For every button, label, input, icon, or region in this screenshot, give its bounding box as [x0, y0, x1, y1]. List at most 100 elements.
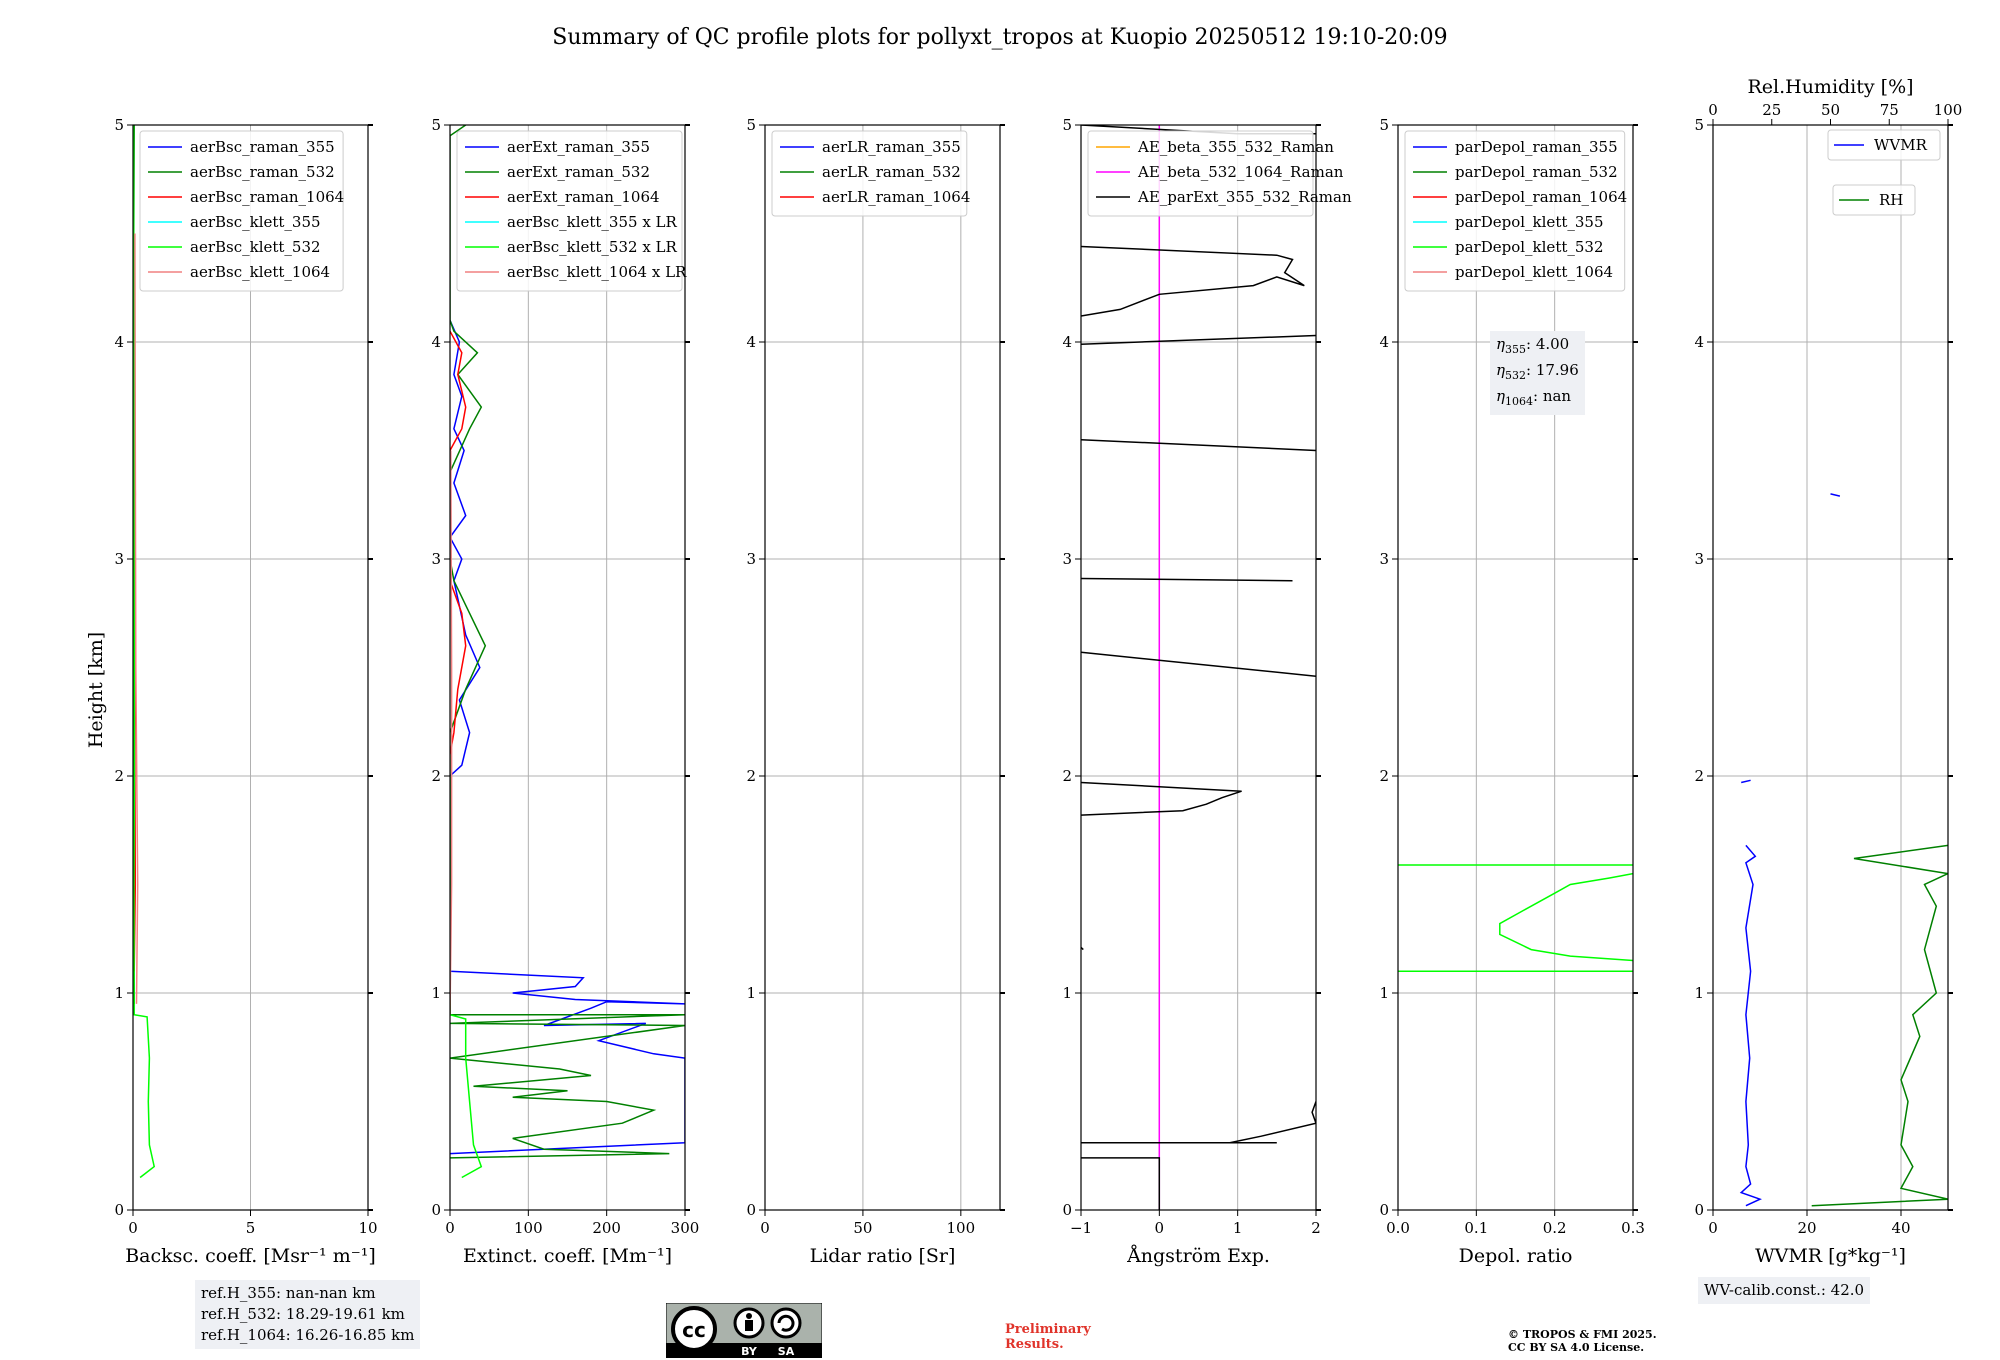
axes-frame — [1397, 124, 1634, 1211]
legend-box — [1087, 130, 1314, 217]
series-line-aerExt_raman_1064 — [450, 330, 467, 755]
legend-label: aerBsc_klett_1064 x LR — [507, 263, 687, 281]
panel-2: 0 100 200 300 0 1 2 3 4 5 Extinct. coeff. [Mm⁻¹] ae… — [431, 116, 699, 1267]
legend-label: aerLR_raman_1064 — [822, 188, 970, 206]
y-tick-label: 5 — [1694, 116, 1704, 134]
series-line-AE_parExt_355_532_Raman — [1081, 1101, 1316, 1144]
legend-box — [456, 130, 683, 292]
series-line-parDepol_klett_532 — [1499, 872, 1633, 962]
legend-box — [1827, 129, 1941, 161]
y-tick-label: 1 — [746, 984, 756, 1002]
y-tick-label: 1 — [1062, 984, 1072, 1002]
legend-box — [139, 130, 344, 292]
axes-frame — [1080, 124, 1317, 1211]
plot-area — [1739, 493, 1948, 1207]
x-tick-label: 100 — [514, 1219, 543, 1237]
y-tick-label: 0 — [1694, 1201, 1704, 1219]
x-tick-label: −1 — [1070, 1219, 1092, 1237]
wv-calib-box: WV-calib.const.: 42.0 — [1698, 1277, 1871, 1304]
series-line-AE_parExt_355_532_Raman — [1081, 438, 1316, 452]
eta-box: η355: 4.00 η532: 17.96 η1064: nan — [1490, 331, 1585, 415]
legend-box — [1404, 130, 1626, 292]
eta-355-sub: 355 — [1505, 343, 1526, 356]
x-tick-label: 0.3 — [1621, 1219, 1645, 1237]
y-tick-label: 5 — [1379, 116, 1389, 134]
eta-355-value: : 4.00 — [1526, 335, 1570, 353]
x-tick-label: 0 — [128, 1219, 138, 1237]
legend-label: aerBsc_klett_355 x LR — [507, 213, 678, 231]
legend-label: aerExt_raman_1064 — [507, 188, 660, 206]
x-axis-label: WVMR [g*kg⁻¹] — [1755, 1245, 1906, 1267]
series-line-aerExt_raman_355 — [450, 320, 685, 1155]
y-tick-label: 3 — [1062, 550, 1072, 568]
series-line-AE_parExt_355_532_Raman — [1081, 781, 1242, 816]
y-tick-label: 4 — [431, 333, 441, 351]
x-tick-label: 5 — [246, 1219, 256, 1237]
legend-label: parDepol_klett_355 — [1455, 213, 1604, 231]
x-tick-label: 100 — [947, 1219, 976, 1237]
legend-box — [771, 130, 968, 217]
series-line-aerBsc_klett_1064 — [134, 233, 139, 1004]
y-tick-label: 2 — [1379, 767, 1389, 785]
y-tick-label: 5 — [114, 116, 124, 134]
y-tick-label: 0 — [1379, 1201, 1389, 1219]
y-tick-label: 1 — [114, 984, 124, 1002]
top-tick-label: 75 — [1880, 101, 1899, 119]
series-line-aerBsc_klett_1064 x LR — [450, 450, 453, 1015]
preliminary-line-1: Preliminary — [1005, 1322, 1091, 1337]
legend-label: aerBsc_klett_355 — [190, 213, 321, 231]
top-tick-label: 100 — [1934, 101, 1963, 119]
series-line-aerExt_raman_532 — [450, 125, 685, 1159]
y-tick-label: 4 — [114, 333, 124, 351]
y-tick-label: 3 — [114, 550, 124, 568]
legend-label: parDepol_klett_532 — [1455, 238, 1604, 256]
panel-6: 0 20 40 0 1 2 3 4 5 WVMR [g*kg⁻¹] 0 25 50 75 100 Rel.Hu… — [1694, 76, 1962, 1267]
x-tick-label: 50 — [853, 1219, 872, 1237]
legend-label: aerExt_raman_532 — [507, 163, 650, 181]
legend-label: RH — [1879, 191, 1903, 209]
y-tick-label: 5 — [431, 116, 441, 134]
legend-label: aerLR_raman_532 — [822, 163, 961, 181]
legend-label: AE_parExt_355_532_Raman — [1137, 188, 1352, 206]
x-tick-label: 10 — [358, 1219, 377, 1237]
y-tick-label: 3 — [431, 550, 441, 568]
y-tick-label: 2 — [1062, 767, 1072, 785]
x-axis-label: Lidar ratio [Sr] — [810, 1245, 956, 1267]
x-tick-label: 0.1 — [1464, 1219, 1488, 1237]
cc-icon — [671, 1306, 717, 1352]
y-tick-label: 0 — [1062, 1201, 1072, 1219]
legend-label: AE_beta_355_532_Raman — [1137, 138, 1334, 156]
x-tick-label: 300 — [671, 1219, 700, 1237]
legend-label: aerExt_raman_355 — [507, 138, 650, 156]
y-tick-label: 3 — [1379, 550, 1389, 568]
eta-1064: η1064: nan — [1496, 387, 1572, 408]
series-line-AE_parExt_355_532_Raman — [1081, 651, 1316, 677]
x-tick-label: 40 — [1891, 1219, 1910, 1237]
eta-1064-sub: 1064 — [1505, 395, 1533, 408]
y-tick-label: 2 — [1694, 767, 1704, 785]
legend-label: AE_beta_532_1064_Raman — [1137, 163, 1344, 181]
top-tick-label: 0 — [1708, 101, 1718, 119]
panel-5: 0.0 0.1 0.2 0.3 0 1 2 3 4 5 Depol. ratio parDepol_r… — [1379, 116, 1644, 1267]
y-tick-label: 1 — [431, 984, 441, 1002]
x-tick-label: 200 — [592, 1219, 621, 1237]
x-tick-label: 20 — [1797, 1219, 1816, 1237]
ref-height-1064: ref.H_1064: 16.26-16.85 km — [201, 1326, 415, 1344]
legend-label: aerBsc_klett_1064 — [190, 263, 330, 281]
y-tick-label: 0 — [746, 1201, 756, 1219]
y-tick-label: 4 — [1062, 333, 1072, 351]
y-tick-label: 3 — [746, 550, 756, 568]
ref-height-355: ref.H_355: nan-nan km — [201, 1284, 376, 1302]
legend-label: aerBsc_raman_532 — [190, 163, 335, 181]
series-line-AE_parExt_355_532_Raman — [1081, 334, 1316, 345]
y-tick-label: 0 — [431, 1201, 441, 1219]
panel-1: 0 5 10 0 1 2 3 4 5 Backsc. coeff. [Msr⁻¹ m⁻¹] aerB… — [114, 116, 377, 1267]
x-tick-label: 0.2 — [1543, 1219, 1567, 1237]
x-tick-label: 0 — [1155, 1219, 1165, 1237]
preliminary-note: Preliminary Results. — [1005, 1322, 1091, 1352]
y-tick-label: 4 — [1694, 333, 1704, 351]
y-tick-label: 1 — [1694, 984, 1704, 1002]
